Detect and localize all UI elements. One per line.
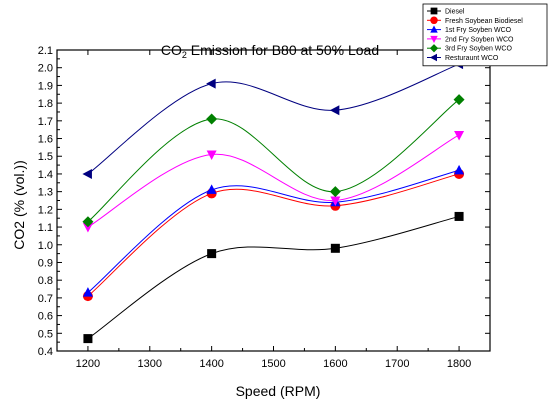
y-tick-label: 1.1 bbox=[38, 222, 53, 234]
legend-box bbox=[422, 3, 548, 67]
data-point bbox=[206, 78, 216, 89]
series-line bbox=[87, 63, 460, 175]
legend-marker bbox=[429, 44, 439, 53]
y-tick-label: 0.5 bbox=[38, 328, 53, 340]
series-line bbox=[87, 215, 460, 340]
series-line bbox=[87, 173, 460, 297]
y-tick-label: 1.7 bbox=[38, 116, 53, 128]
data-point bbox=[206, 113, 218, 125]
y-tick-label: 1.0 bbox=[38, 240, 53, 252]
data-point bbox=[330, 243, 340, 253]
data-point bbox=[329, 105, 340, 116]
legend-label: 3rd Fry Soyben WCO bbox=[445, 46, 512, 53]
legend-label: Resturaunt WCO bbox=[445, 55, 499, 62]
x-tick-label: 1400 bbox=[199, 358, 223, 370]
legend-marker bbox=[430, 25, 438, 33]
data-point bbox=[83, 334, 93, 344]
data-point bbox=[329, 186, 341, 198]
data-point bbox=[206, 184, 217, 194]
legend: Diesel Fresh Soybean Biodiesel 1st Fry Soy… bbox=[422, 3, 548, 67]
data-point bbox=[82, 216, 94, 228]
y-tick-label: 1.3 bbox=[38, 187, 53, 199]
x-tick-label: 1700 bbox=[385, 358, 409, 370]
series-line bbox=[87, 169, 460, 293]
x-tick-label: 1800 bbox=[447, 358, 471, 370]
data-point bbox=[206, 150, 217, 160]
legend-label: 2nd Fry Soyben WCO bbox=[445, 36, 514, 43]
plot-frame bbox=[56, 49, 491, 352]
x-axis-title: Speed (RPM) bbox=[236, 383, 321, 399]
data-point bbox=[82, 223, 93, 233]
legend-marker bbox=[430, 16, 438, 25]
x-tick-label: 1600 bbox=[323, 358, 347, 370]
y-tick-label: 1.5 bbox=[38, 151, 53, 163]
y-tick-label: 0.7 bbox=[38, 293, 53, 305]
legend-label: 1st Fry Soyben WCO bbox=[445, 27, 512, 34]
chart-title: CO2 Emission for B80 at 50% Load bbox=[161, 42, 379, 60]
plot-area: 0.4 0.5 0.6 0.7 0.8 0.9 1.0 1.1 1.2 1.3 1.4 1.5 1.6 1… bbox=[38, 45, 491, 370]
data-point bbox=[82, 168, 92, 179]
series-line bbox=[87, 134, 460, 228]
y-tick-label: 1.4 bbox=[38, 169, 53, 181]
data-point bbox=[454, 164, 465, 175]
x-tick-label: 1500 bbox=[261, 358, 285, 370]
legend-label: Fresh Soybean Biodiesel bbox=[445, 18, 523, 25]
data-point bbox=[82, 287, 93, 297]
data-point bbox=[453, 94, 465, 106]
data-point bbox=[454, 211, 464, 221]
y-tick-label: 1.2 bbox=[38, 204, 53, 216]
x-tick-label: 1300 bbox=[138, 358, 162, 370]
legend-marker bbox=[429, 53, 437, 62]
data-point bbox=[207, 249, 217, 259]
legend-marker bbox=[430, 7, 438, 15]
y-tick-label: 1.6 bbox=[38, 134, 53, 146]
y-axis-title: CO2 (% (vol.)) bbox=[11, 160, 27, 249]
y-tick-label: 0.8 bbox=[38, 275, 53, 287]
legend-marker bbox=[430, 35, 438, 44]
y-tick-label: 2.1 bbox=[38, 45, 53, 57]
y-tick-label: 1.9 bbox=[38, 80, 53, 92]
data-point bbox=[330, 196, 341, 206]
y-tick-label: 0.6 bbox=[38, 311, 53, 323]
y-tick-label: 1.8 bbox=[38, 98, 53, 110]
legend-label: Diesel bbox=[445, 9, 465, 16]
y-tick-label: 0.9 bbox=[38, 257, 53, 269]
y-tick-label: 0.4 bbox=[38, 346, 53, 358]
series-line bbox=[87, 99, 460, 223]
y-tick-label: 2.0 bbox=[38, 63, 53, 75]
data-point bbox=[454, 130, 465, 141]
x-tick-label: 1200 bbox=[76, 358, 100, 370]
